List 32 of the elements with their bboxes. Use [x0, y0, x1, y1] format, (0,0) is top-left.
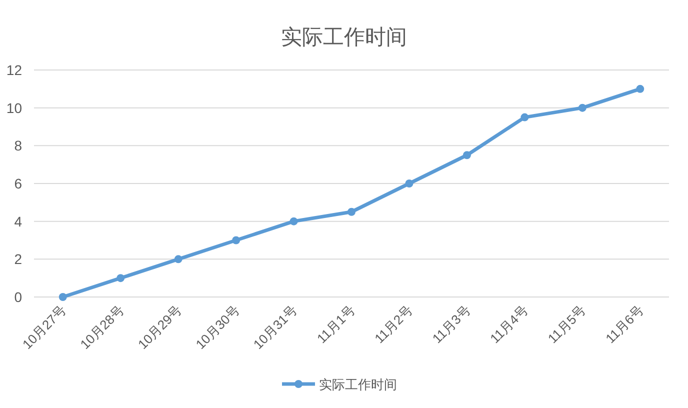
- point: [636, 84, 644, 93]
- x-tick-label: 11月5号: [544, 302, 589, 346]
- y-tick-label: 2: [14, 251, 22, 268]
- y-tick-label: 10: [6, 100, 22, 116]
- point: [348, 208, 356, 216]
- point: [58, 293, 67, 301]
- y-tick-label: 12: [6, 62, 22, 78]
- y-tick-label: 0: [14, 289, 22, 305]
- chart-title: 实际工作时间: [281, 26, 407, 49]
- point: [290, 217, 298, 226]
- y-tick-label: 8: [14, 138, 22, 154]
- point: [578, 104, 586, 112]
- point: [232, 236, 240, 244]
- x-tick-label: 10月29号: [134, 302, 184, 352]
- point: [520, 113, 529, 122]
- x-tick-label: 10月28号: [77, 302, 127, 352]
- y-tick-label: 4: [14, 213, 22, 230]
- point: [174, 255, 182, 264]
- legend-label: 实际工作时间: [319, 377, 397, 392]
- point: [116, 274, 125, 282]
- point: [405, 180, 414, 188]
- x-tick-label: 11月3号: [429, 302, 474, 346]
- x-tick-label: 10月31号: [250, 302, 300, 352]
- x-tick-label: 10月27号: [20, 302, 69, 352]
- y-tick-label: 6: [14, 176, 22, 192]
- x-tick-label: 11月6号: [602, 302, 646, 346]
- x-tick-label: 11月2号: [372, 302, 416, 346]
- x-tick-label: 11月4号: [487, 302, 531, 346]
- x-tick-label: 10月30号: [192, 302, 242, 352]
- legend: 实际工作时间: [282, 377, 397, 392]
- point: [462, 151, 471, 160]
- x-tick-label: 11月1号: [314, 302, 358, 346]
